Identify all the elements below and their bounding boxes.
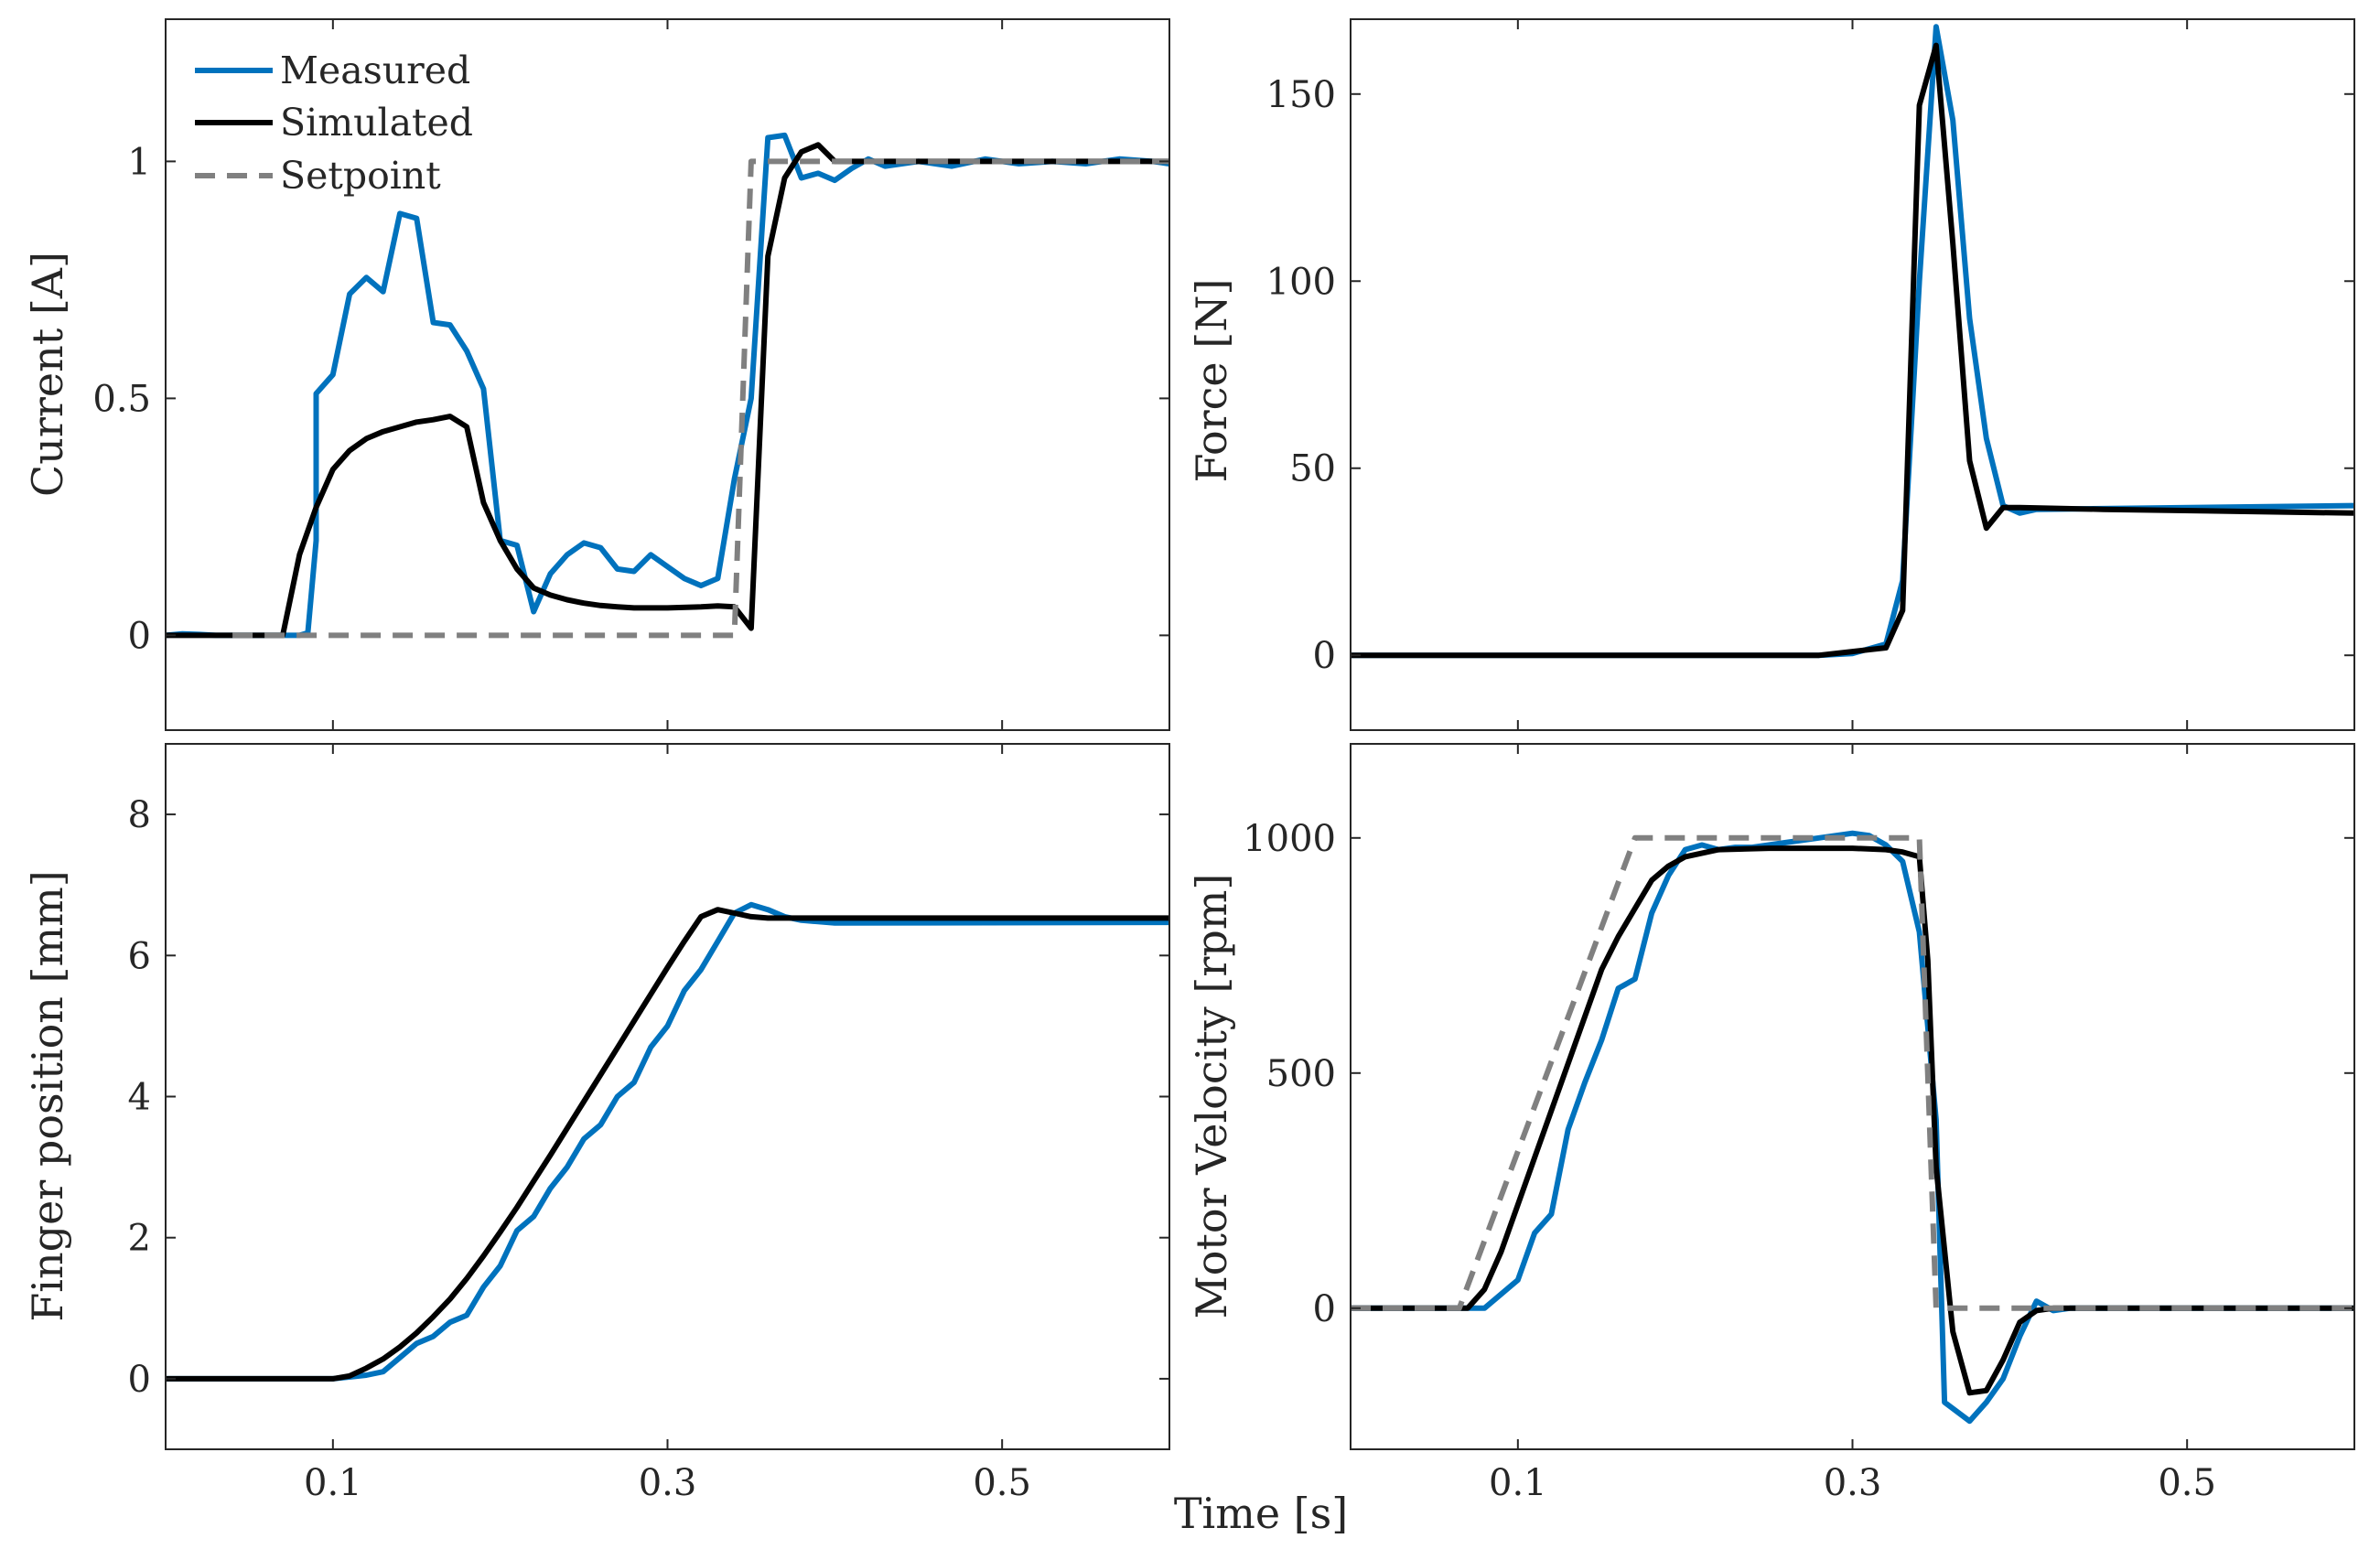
position-ytick-label: 4 <box>128 1077 151 1119</box>
force-ytick-label: 0 <box>1313 635 1336 677</box>
force-ylabel: Force [N] <box>1187 279 1236 483</box>
position-ytick-label: 0 <box>128 1359 151 1401</box>
force-series-measured <box>1351 24 2354 659</box>
current-legend: Measured Simulated Setpoint <box>195 48 473 198</box>
legend-label-setpoint: Setpoint <box>280 154 441 198</box>
position-xtick-label: 0.1 <box>304 1462 362 1504</box>
panel-position: Finger position [mm] 0.1 0.3 0.5 0 2 4 6 8 <box>23 743 1170 1504</box>
current-ytick-label: 0.5 <box>92 378 151 420</box>
velocity-ytick-label: 500 <box>1266 1053 1336 1095</box>
current-series-measured <box>166 132 1169 639</box>
position-series-simulated <box>166 907 1169 1382</box>
force-ytick-label: 150 <box>1266 74 1336 116</box>
position-series-measured <box>166 901 1169 1382</box>
shared-xlabel: Time [s] <box>1174 1489 1348 1538</box>
velocity-xtick-label: 0.1 <box>1489 1462 1547 1504</box>
velocity-ylabel: Motor Velocity [rpm] <box>1187 874 1236 1319</box>
velocity-ytick-label: 0 <box>1313 1288 1336 1330</box>
velocity-series-setpoint <box>1351 834 2354 1311</box>
position-ytick-label: 8 <box>128 794 151 836</box>
current-plot-area <box>166 132 1169 639</box>
legend-label-measured: Measured <box>280 48 470 92</box>
position-ylabel: Finger position [mm] <box>23 870 72 1321</box>
panel-velocity: Motor Velocity [rpm] 0.1 0.3 0.5 0 500 1000 <box>1187 743 2355 1504</box>
position-xtick-label: 0.5 <box>973 1462 1031 1504</box>
velocity-xtick-label: 0.5 <box>2158 1462 2216 1504</box>
force-series-simulated <box>1351 42 2354 659</box>
velocity-plot-area <box>1351 830 2354 1425</box>
velocity-ytick-label: 1000 <box>1243 818 1336 860</box>
panel-current: Current [A] Measured Simulated Setpoint … <box>23 18 1170 731</box>
force-axes-frame <box>1350 18 2355 731</box>
velocity-xtick-label: 0.3 <box>1824 1462 1882 1504</box>
position-ytick-label: 6 <box>128 935 151 977</box>
position-plot-area <box>166 901 1169 1382</box>
current-ylabel: Current [A] <box>23 252 72 497</box>
position-ytick-label: 2 <box>128 1218 151 1260</box>
force-ytick-label: 50 <box>1289 448 1336 490</box>
current-series-setpoint <box>232 158 1169 639</box>
current-ytick-label: 1 <box>128 141 151 183</box>
position-axes-frame <box>165 743 1170 1450</box>
force-plot-area <box>1351 24 2354 659</box>
force-ytick-label: 100 <box>1266 261 1336 303</box>
panel-force: Force [N] 0 50 100 150 <box>1187 18 2355 731</box>
velocity-series-simulated <box>1351 845 2354 1396</box>
position-xtick-label: 0.3 <box>639 1462 697 1504</box>
current-series-simulated <box>166 142 1169 639</box>
legend-label-simulated: Simulated <box>280 101 473 145</box>
current-ytick-label: 0 <box>128 615 151 657</box>
velocity-series-measured <box>1351 830 2354 1425</box>
